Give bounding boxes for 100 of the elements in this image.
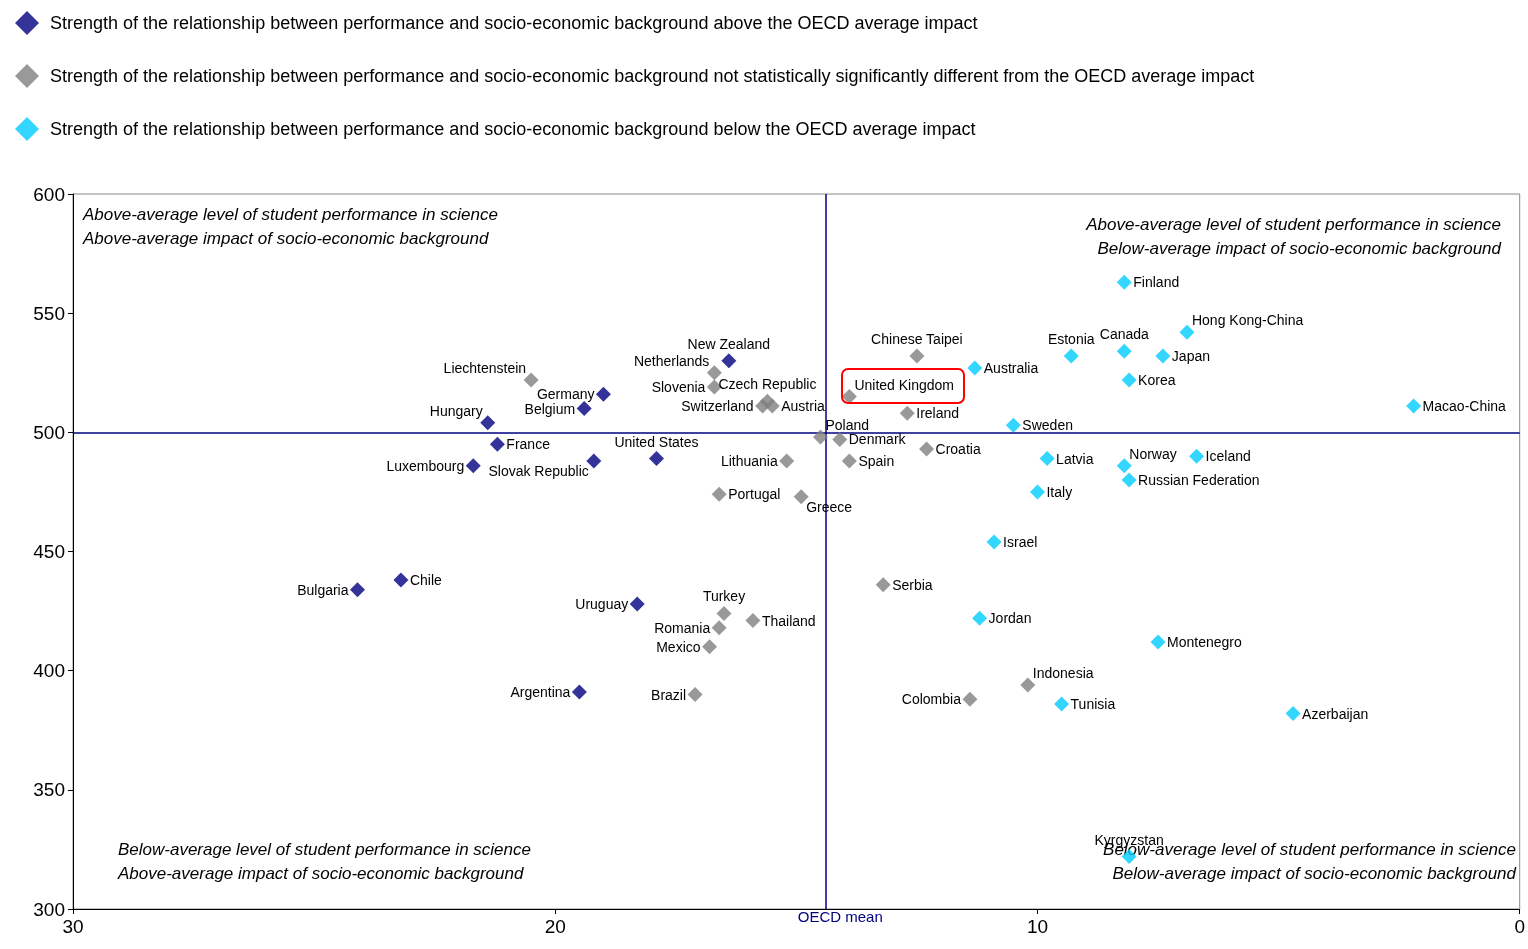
annotation: Romania xyxy=(654,619,711,636)
point xyxy=(972,610,988,626)
annotation: Chile xyxy=(409,572,443,589)
point xyxy=(909,348,925,364)
annotation: Japan xyxy=(1171,348,1211,365)
point xyxy=(1285,706,1301,722)
annotation: Iceland xyxy=(1205,448,1251,465)
annotation: Finland xyxy=(1133,274,1180,291)
annotation: Thailand xyxy=(761,612,816,629)
annotation: Below-average level of student performance in science Above-average impact of socio-economic background xyxy=(117,839,531,883)
point xyxy=(702,639,718,655)
point xyxy=(1039,451,1055,467)
annotation: Mexico xyxy=(656,638,701,655)
point xyxy=(687,687,703,702)
point xyxy=(1054,696,1070,712)
point xyxy=(465,458,481,474)
annotation: Hungary xyxy=(429,402,483,419)
point xyxy=(764,398,780,414)
annotation: Azerbaijan xyxy=(1302,705,1369,722)
point xyxy=(1179,324,1195,340)
annotation: Czech Republic xyxy=(718,376,817,393)
annotation: Tunisia xyxy=(1070,696,1116,713)
y-tick-label: 600 xyxy=(33,183,65,205)
annotation: Portugal xyxy=(728,486,781,503)
y-tick-label: 400 xyxy=(33,660,65,682)
annotation: Korea xyxy=(1138,371,1176,388)
point xyxy=(899,405,915,421)
point xyxy=(1116,458,1132,474)
legend-label: Strength of the relationship between performance and socio-economic background above the OECD average impact xyxy=(50,13,978,33)
point xyxy=(711,486,727,502)
point xyxy=(523,372,539,388)
annotation: Uruguay xyxy=(575,595,629,612)
y-tick-label: 350 xyxy=(33,779,65,801)
annotation: Australia xyxy=(983,359,1039,376)
point xyxy=(1150,634,1166,650)
point xyxy=(1155,348,1171,364)
point xyxy=(649,451,665,467)
point xyxy=(721,353,737,369)
annotation: Germany xyxy=(536,386,595,403)
annotation: Montenegro xyxy=(1167,634,1242,651)
annotation: Lithuania xyxy=(720,452,778,469)
annotation: Spain xyxy=(858,452,895,469)
annotation: Switzerland xyxy=(681,398,754,415)
point xyxy=(832,431,848,447)
annotation: Turkey xyxy=(702,588,746,605)
annotation: Indonesia xyxy=(1032,664,1094,681)
annotation: Chinese Taipei xyxy=(871,331,963,348)
point xyxy=(1005,417,1021,433)
annotation: Sweden xyxy=(1022,417,1073,434)
point xyxy=(986,534,1002,550)
point xyxy=(962,691,978,707)
x-tick-label: 30 xyxy=(62,916,84,937)
point xyxy=(793,489,809,505)
annotation: Colombia xyxy=(901,691,962,708)
legend-label: Strength of the relationship between performance and socio-economic background below the OECD average impact xyxy=(50,119,976,139)
annotation: Above-average level of student performance in science Below-average impact of socio-economic background xyxy=(1085,214,1502,258)
annotation: Hong Kong-China xyxy=(1191,312,1304,329)
annotation: Above-average level of student performance in science Above-average impact of socio-economic background xyxy=(82,204,498,248)
annotation: Luxembourg xyxy=(386,457,465,474)
annotation: Jordan xyxy=(988,610,1032,627)
point xyxy=(841,453,857,469)
y-tick-label: 300 xyxy=(33,898,65,920)
annotation: Austria xyxy=(781,398,826,415)
point xyxy=(745,613,761,629)
point xyxy=(919,441,935,457)
point xyxy=(350,582,366,598)
annotation: Croatia xyxy=(935,441,981,458)
point xyxy=(812,429,828,445)
annotation: Netherlands xyxy=(633,352,710,369)
annotation: Italy xyxy=(1046,483,1073,500)
annotation: Argentina xyxy=(510,684,571,701)
annotation: New Zealand xyxy=(687,335,771,352)
annotation: Estonia xyxy=(1047,331,1095,348)
y-tick-label: 550 xyxy=(33,302,65,324)
annotation: Slovak Republic xyxy=(488,462,589,479)
legend-label: Strength of the relationship between performance and socio-economic background not statistically significantly different from the OECD average impact xyxy=(50,66,1255,86)
x-tick-label: 10 xyxy=(1026,916,1049,937)
annotation: Canada xyxy=(1099,326,1150,343)
point xyxy=(393,572,409,588)
x-tick-label: 20 xyxy=(544,916,566,937)
point xyxy=(489,436,505,452)
point xyxy=(1020,677,1036,693)
point xyxy=(1029,484,1045,500)
annotation: Bulgaria xyxy=(297,581,349,598)
annotation: Liechtenstein xyxy=(443,359,527,376)
annotation: Norway xyxy=(1129,445,1177,462)
y-tick-label: 450 xyxy=(33,541,65,562)
annotation: Macao-China xyxy=(1422,398,1507,415)
annotation: Latvia xyxy=(1056,450,1094,467)
point xyxy=(595,386,611,402)
annotation: Russian Federation xyxy=(1138,472,1260,488)
point xyxy=(779,453,795,469)
annotation: Ireland xyxy=(916,405,960,422)
point xyxy=(1063,348,1079,364)
annotation: Israel xyxy=(1003,533,1038,550)
y-tick-label: 500 xyxy=(33,421,65,443)
annotation: United States xyxy=(614,433,699,450)
point xyxy=(711,620,727,636)
point xyxy=(586,453,602,469)
point xyxy=(967,360,983,376)
